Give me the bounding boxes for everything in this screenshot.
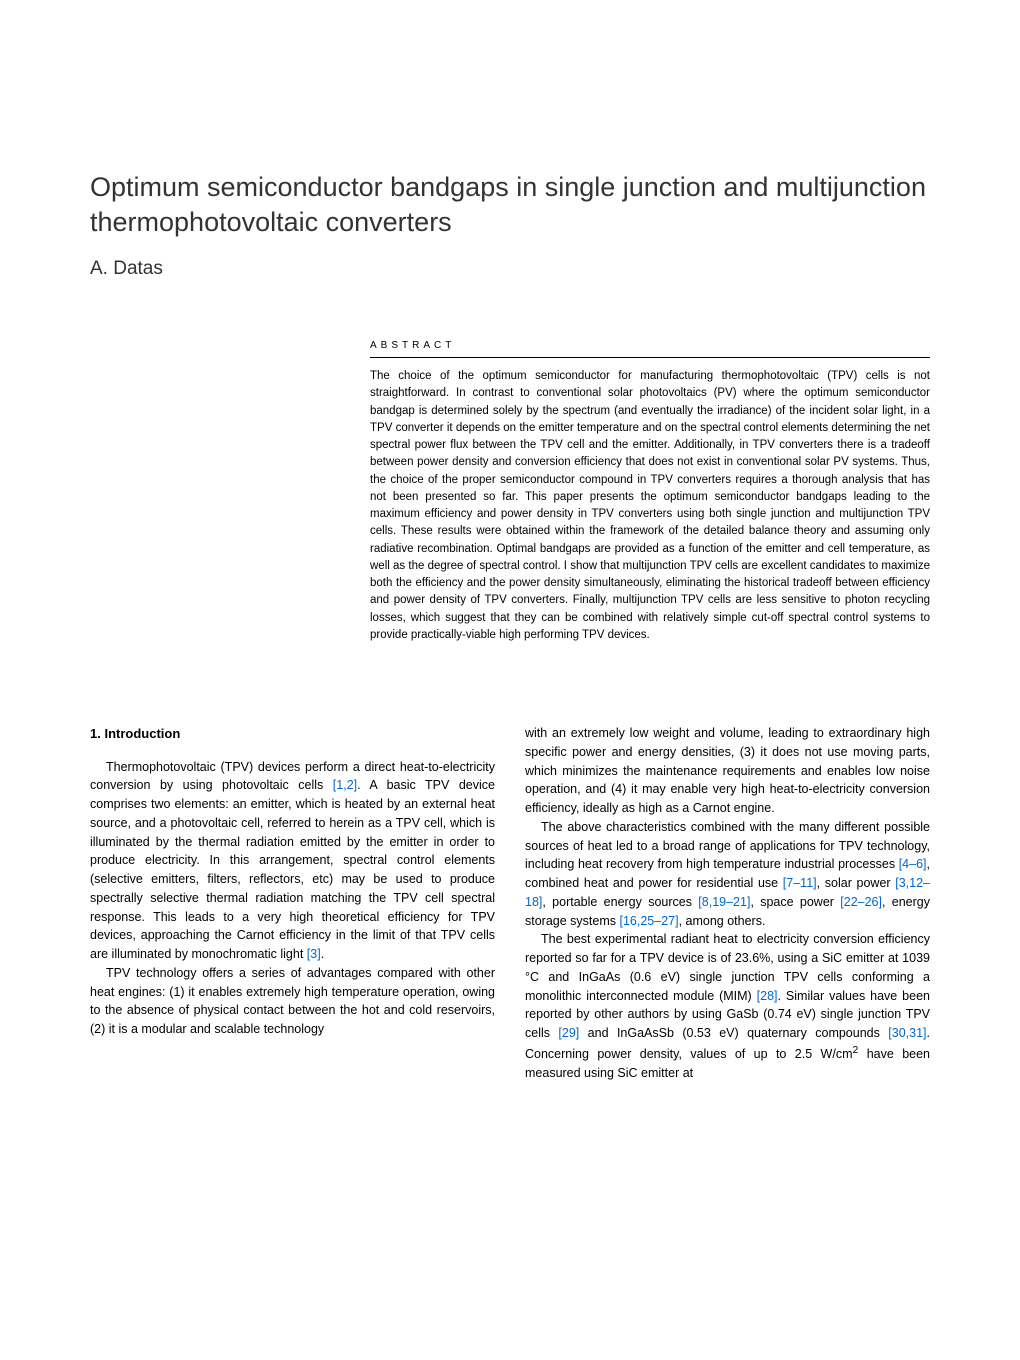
left-column: 1. Introduction Thermophotovoltaic (TPV)… (90, 724, 495, 1082)
text-fragment: , solar power (817, 876, 896, 890)
intro-paragraph-2: TPV technology offers a series of advant… (90, 964, 495, 1039)
text-fragment: . (321, 947, 324, 961)
citation-link[interactable]: [22–26] (840, 895, 882, 909)
paper-title: Optimum semiconductor bandgaps in single… (90, 170, 930, 240)
intro-paragraph-5: The best experimental radiant heat to el… (525, 930, 930, 1082)
author-name: A. Datas (90, 258, 930, 280)
citation-link[interactable]: [8,19–21] (698, 895, 750, 909)
citation-link[interactable]: [30,31] (888, 1026, 926, 1040)
text-fragment: , space power (750, 895, 840, 909)
citation-link[interactable]: [1,2] (333, 778, 357, 792)
citation-link[interactable]: [7–11] (783, 876, 817, 890)
section-heading-introduction: 1. Introduction (90, 724, 495, 744)
abstract-heading: ABSTRACT (370, 340, 930, 351)
intro-paragraph-4: The above characteristics combined with … (525, 818, 930, 931)
body-content: 1. Introduction Thermophotovoltaic (TPV)… (90, 724, 930, 1082)
intro-paragraph-1: Thermophotovoltaic (TPV) devices perform… (90, 758, 495, 964)
text-fragment: and InGaAsSb (0.53 eV) quaternary compou… (579, 1026, 888, 1040)
citation-link[interactable]: [16,25–27] (619, 914, 678, 928)
text-fragment: , portable energy sources (542, 895, 698, 909)
citation-link[interactable]: [4–6] (899, 857, 927, 871)
abstract-section: ABSTRACT The choice of the optimum semic… (370, 340, 930, 644)
abstract-text: The choice of the optimum semiconductor … (370, 368, 930, 644)
text-fragment: . A basic TPV device comprises two eleme… (90, 778, 495, 961)
abstract-rule (370, 357, 930, 358)
intro-paragraph-3: with an extremely low weight and volume,… (525, 724, 930, 818)
citation-link[interactable]: [3] (307, 947, 321, 961)
text-fragment: , among others. (679, 914, 766, 928)
citation-link[interactable]: [28] (757, 989, 778, 1003)
text-fragment: The above characteristics combined with … (525, 820, 930, 872)
citation-link[interactable]: [29] (558, 1026, 579, 1040)
right-column: with an extremely low weight and volume,… (525, 724, 930, 1082)
